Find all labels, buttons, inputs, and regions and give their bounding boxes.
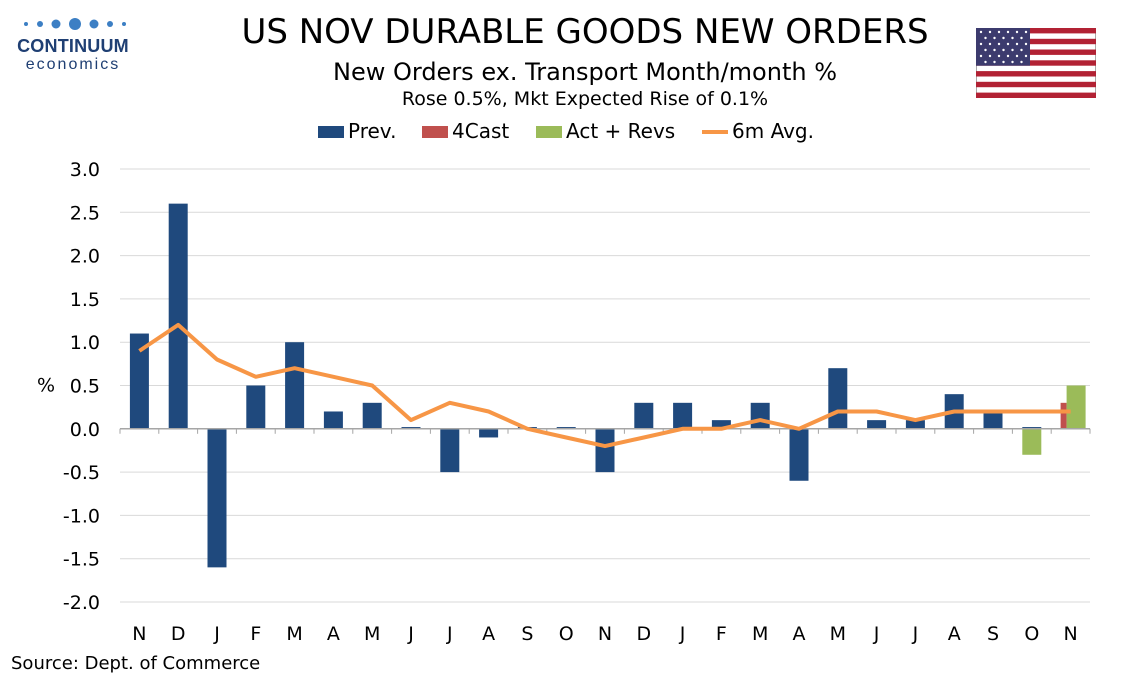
y-tick-label: 1.5 (70, 289, 100, 311)
chart-subtitle: New Orders ex. Transport Month/month % (333, 58, 837, 86)
bar-prev--19 (867, 420, 887, 429)
y-tick-label: -1.5 (63, 549, 100, 571)
bar-prev--15 (711, 420, 731, 429)
y-tick-label: -0.5 (63, 462, 100, 484)
legend-line-6m-avg (702, 130, 728, 134)
y-tick-label: 1.0 (70, 332, 100, 354)
x-tick-label: J (912, 623, 919, 645)
x-tick-label: J (873, 623, 880, 645)
x-tick-label: N (1063, 623, 1077, 645)
chart-note: Rose 0.5%, Mkt Expected Rise of 0.1% (401, 88, 769, 110)
bar-act-revs-23 (1022, 428, 1042, 455)
x-tick-label: O (1024, 623, 1039, 645)
bar-prev--9 (479, 428, 499, 438)
bar-prev--12 (595, 428, 615, 473)
bar-prev--8 (440, 428, 460, 473)
bar-prev--13 (634, 402, 654, 429)
x-tick-label: S (987, 623, 999, 645)
legend-label-4cast: 4Cast (452, 119, 510, 143)
x-tick-label: M (830, 623, 846, 645)
bar-prev--4 (285, 342, 305, 429)
bar-prev--18 (828, 368, 848, 429)
bar-4cast-24 (1060, 402, 1067, 429)
x-tick-label: J (407, 623, 414, 645)
x-tick-label: F (250, 623, 261, 645)
us-flag-icon (976, 28, 1096, 98)
y-tick-label: 0.0 (70, 419, 100, 441)
bar-prev--3 (246, 385, 266, 429)
legend-label-prev: Prev. (348, 119, 397, 143)
bar-prev--14 (673, 402, 693, 429)
bar-prev--1 (168, 203, 188, 429)
x-tick-label: D (171, 623, 186, 645)
bar-prev--23 (1022, 427, 1042, 429)
bar-prev--22 (983, 411, 1003, 429)
x-tick-label: M (364, 623, 380, 645)
y-tick-label: 0.5 (70, 376, 100, 398)
y-axis-label: % (37, 375, 55, 397)
bar-prev--20 (905, 420, 925, 429)
bar-prev--6 (362, 402, 382, 429)
x-tick-label: S (521, 623, 533, 645)
x-tick-label: F (716, 623, 727, 645)
x-tick-label: A (327, 623, 340, 645)
logo-dots-icon (24, 18, 126, 30)
x-tick-label: J (679, 623, 686, 645)
x-tick-label: N (598, 623, 612, 645)
x-tick-label: A (948, 623, 961, 645)
bar-prev--5 (323, 411, 343, 429)
x-tick-label: A (482, 623, 495, 645)
bar-act-revs-24 (1066, 385, 1086, 429)
y-tick-label: 2.0 (70, 246, 100, 268)
bar-prev--11 (556, 427, 576, 429)
legend-swatch-4cast (422, 126, 448, 138)
x-tick-label: O (559, 623, 574, 645)
y-tick-label: 2.5 (70, 202, 100, 224)
x-tick-label: M (752, 623, 768, 645)
legend-swatch-prev (318, 126, 344, 138)
legend-label-act-revs: Act + Revs (566, 119, 676, 143)
y-tick-label: -2.0 (63, 592, 100, 614)
bar-prev--7 (401, 427, 421, 429)
x-tick-label: M (286, 623, 302, 645)
x-tick-label: J (446, 623, 453, 645)
legend-label-6m-avg: 6m Avg. (732, 119, 814, 143)
durable-goods-chart: 3.0 2.5 2.0 1.5 1.0 0.5 0.0 -0.5 -1.0 -1.5 -2.0% N D… (37, 159, 1091, 645)
x-tick-label: A (793, 623, 806, 645)
x-tick-label: N (132, 623, 146, 645)
bar-prev--17 (789, 428, 809, 481)
x-tick-label: D (636, 623, 651, 645)
logo-subtitle: economics (25, 56, 121, 73)
y-tick-label: -1.0 (63, 505, 100, 527)
bar-prev--0 (129, 333, 149, 429)
y-tick-label: 3.0 (70, 159, 100, 181)
logo-name: CONTINUUM (17, 36, 129, 56)
bar-prev--16 (750, 402, 770, 429)
continuum-logo: CONTINUUM economics (8, 12, 138, 78)
chart-title: US NOV DURABLE GOODS NEW ORDERS (241, 12, 929, 52)
legend-swatch-act-revs (536, 126, 562, 138)
source-note: Source: Dept. of Commerce (11, 653, 261, 674)
bar-prev--2 (207, 428, 227, 568)
x-tick-label: J (213, 623, 220, 645)
